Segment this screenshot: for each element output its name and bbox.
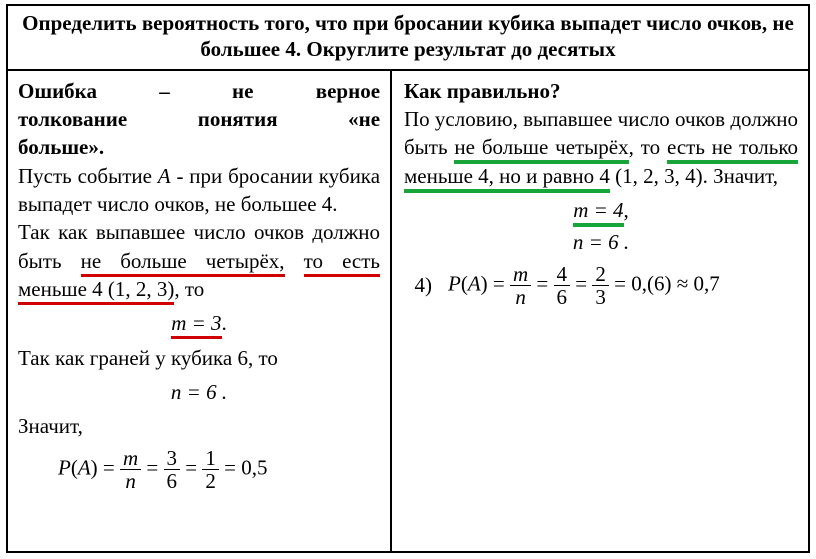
right-A: A: [468, 271, 481, 295]
left-f3-num: 1: [202, 447, 219, 469]
right-f1-den: n: [510, 285, 531, 308]
left-p1-a: Пусть событие: [18, 164, 158, 188]
right-p1-b: , то: [629, 135, 667, 159]
err-head-1d: верное: [316, 79, 380, 103]
right-n-equation: n = 6 .: [404, 228, 798, 256]
worksheet-table: Определить вероятность того, что при бро…: [6, 4, 810, 553]
left-n-equation: n = 6 .: [18, 378, 380, 406]
err-head-1b: –: [159, 79, 170, 103]
right-n-eq: n = 6 .: [573, 230, 629, 254]
right-frac-46: 4 6: [554, 263, 571, 308]
right-frac-mn: m n: [510, 263, 531, 308]
right-eq1: =: [488, 271, 510, 295]
left-A: A: [78, 455, 91, 479]
left-eq2: =: [146, 455, 163, 479]
right-prob-equation: P(A) = m n = 4 6 = 2 3 = 0: [448, 263, 720, 308]
left-red-underline-1: не больше четырёх,: [81, 249, 285, 277]
left-p4: Значит,: [18, 412, 380, 440]
left-n-eq: n = 6 .: [171, 380, 227, 404]
error-heading-line2: толкование понятия «не: [18, 105, 380, 133]
title-row: Определить вероятность того, что при бро…: [8, 6, 808, 71]
right-p1-c: (1, 2, 3, 4). Значит,: [610, 164, 778, 188]
right-open: (: [461, 271, 468, 295]
left-f1-den: n: [120, 469, 141, 492]
right-m-comma: ,: [624, 198, 629, 222]
right-f3-num: 2: [592, 263, 609, 285]
left-m-dot: .: [222, 311, 227, 335]
left-m-eq: m = 3: [171, 311, 221, 339]
left-f1-num: m: [120, 447, 141, 469]
left-p2-b: , то: [174, 277, 204, 301]
left-f2-den: 6: [164, 469, 181, 492]
right-eq3: =: [575, 271, 592, 295]
left-m-equation: m = 3.: [18, 309, 380, 337]
left-close: ): [91, 455, 98, 479]
right-eq2: =: [536, 271, 553, 295]
left-column: Ошибка – не верное толкование понятия «н…: [8, 71, 392, 551]
left-p2: Так как выпавшее число очков должно быть…: [18, 218, 380, 303]
err-head-1c: не: [232, 79, 253, 103]
right-column: Как правильно? По условию, выпавшее числ…: [392, 71, 808, 551]
err-head-3: больше».: [18, 135, 104, 159]
event-symbol: A: [158, 164, 171, 188]
err-head-2b: понятия: [198, 107, 278, 131]
right-heading: Как правильно?: [404, 77, 798, 105]
err-head-1a: Ошибка: [18, 79, 97, 103]
left-open: (: [71, 455, 78, 479]
left-f2-num: 3: [164, 447, 181, 469]
columns: Ошибка – не верное толкование понятия «н…: [8, 71, 808, 551]
left-frac-12: 1 2: [202, 447, 219, 492]
right-p1: По условию, выпавшее число очков должно …: [404, 105, 798, 190]
right-green-underline-1: не больше четырёх: [454, 135, 628, 164]
left-eq3: =: [185, 455, 202, 479]
err-head-2c: «не: [348, 107, 380, 131]
right-close: ): [481, 271, 488, 295]
right-eq-tail: = 0,(6) ≈ 0,7: [614, 271, 720, 295]
left-p4-text: Значит,: [18, 414, 83, 438]
right-f2-den: 6: [554, 285, 571, 308]
left-eq-val: = 0,5: [224, 455, 267, 479]
left-prob-equation: P(A) = m n = 3 6 = 1 2 = 0,5: [18, 447, 380, 492]
error-heading-line1: Ошибка – не верное: [18, 77, 380, 105]
left-frac-36: 3 6: [164, 447, 181, 492]
right-f3-den: 3: [592, 285, 609, 308]
left-p1: Пусть событие A - при бросании кубика вы…: [18, 162, 380, 219]
right-P: P: [448, 271, 461, 295]
right-frac-23: 2 3: [592, 263, 609, 308]
right-m-eq: m = 4: [573, 198, 623, 227]
problem-title: Определить вероятность того, что при бро…: [22, 11, 794, 61]
right-heading-text: Как правильно?: [404, 79, 561, 103]
right-f1-num: m: [510, 263, 531, 285]
error-heading-line3: больше».: [18, 133, 380, 161]
item-number: 4): [404, 271, 432, 299]
left-f3-den: 2: [202, 469, 219, 492]
right-f2-num: 4: [554, 263, 571, 285]
left-frac-mn: m n: [120, 447, 141, 492]
left-p3: Так как граней у кубика 6, то: [18, 344, 380, 372]
right-m-equation: m = 4,: [404, 196, 798, 224]
left-P: P: [58, 455, 71, 479]
left-eq1: =: [98, 455, 120, 479]
err-head-2a: толкование: [18, 107, 127, 131]
right-prob-equation-row: 4) P(A) = m n = 4 6 = 2 3: [404, 263, 798, 308]
left-p3-text: Так как граней у кубика 6, то: [18, 346, 278, 370]
